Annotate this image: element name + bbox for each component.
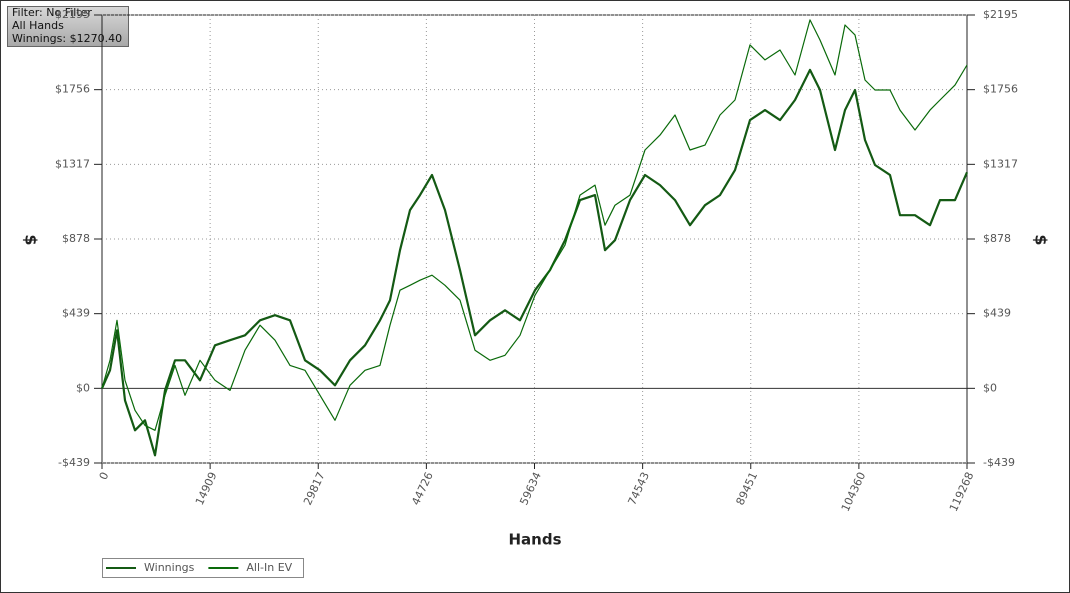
y-tick-label: $2195 xyxy=(55,8,90,21)
y2-tick-label: $2195 xyxy=(983,8,1018,21)
x-axis-label: Hands xyxy=(508,531,561,549)
y2-tick-label: $0 xyxy=(983,381,997,394)
y-axis-label: $ xyxy=(22,234,41,245)
y2-axis-label: $ xyxy=(1032,234,1051,245)
y2-tick-label: $878 xyxy=(983,232,1011,245)
legend xyxy=(102,558,304,578)
y2-tick-label: $1756 xyxy=(983,83,1018,96)
y2-tick-label: $1317 xyxy=(983,157,1018,170)
legend-label: Winnings xyxy=(144,561,195,574)
y2-tick-label: $439 xyxy=(983,307,1011,320)
filter-text: Filter: No Filter xyxy=(12,6,92,19)
y-tick-label: $1756 xyxy=(55,83,90,96)
y-tick-label: $439 xyxy=(62,307,90,320)
y-tick-label: -$439 xyxy=(58,456,90,469)
legend-label: All-In EV xyxy=(246,561,292,574)
filter-box xyxy=(7,6,129,47)
series-line xyxy=(100,68,969,457)
y-tick-label: $0 xyxy=(76,381,90,394)
series-line xyxy=(101,19,968,431)
y2-tick-label: -$439 xyxy=(983,456,1015,469)
filter-text: Winnings: $1270.40 xyxy=(12,32,122,45)
y-tick-label: $878 xyxy=(62,232,90,245)
x-tick-label: 0 xyxy=(97,470,112,482)
y-tick-label: $1317 xyxy=(55,157,90,170)
filter-text: All Hands xyxy=(12,19,64,32)
